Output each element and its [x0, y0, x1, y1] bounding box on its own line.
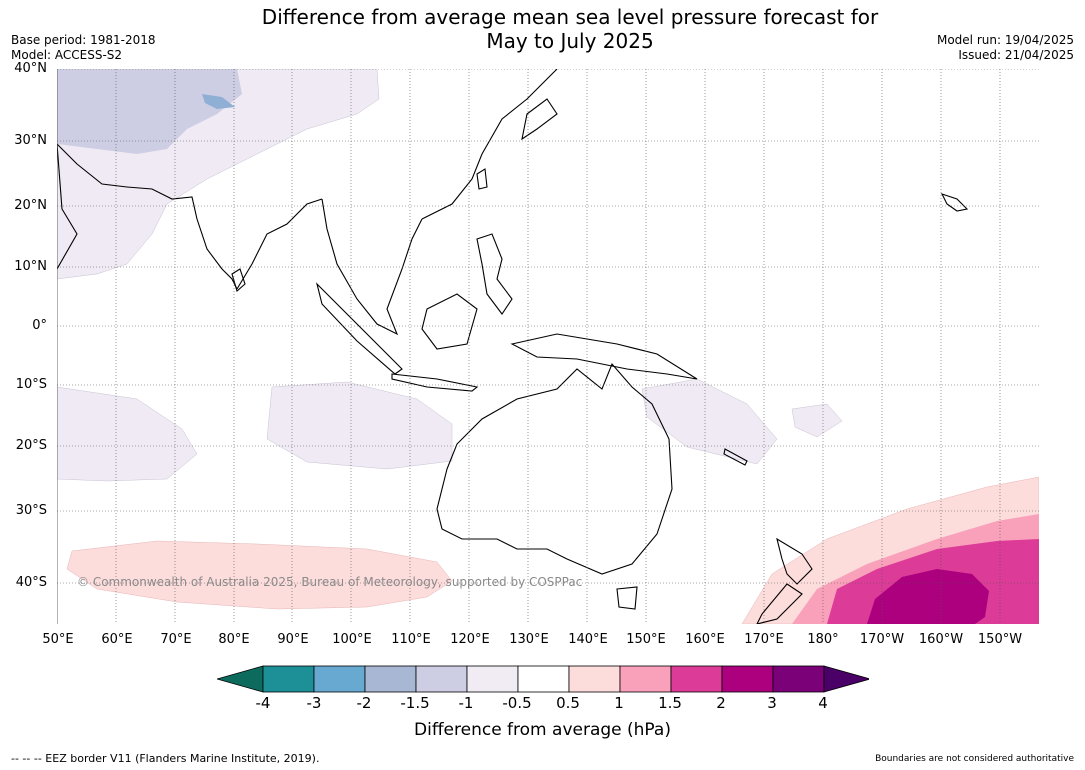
- colorbar: [217, 665, 869, 693]
- issued-date: Issued: 21/04/2025: [958, 48, 1074, 62]
- coast-new-zealand-south: [756, 583, 803, 624]
- boundaries-disclaimer: Boundaries are not considered authoritat…: [875, 754, 1074, 764]
- colorbar-tick: 1: [614, 694, 624, 712]
- lon-label: 90°E: [277, 632, 309, 647]
- coastlines: [57, 69, 969, 624]
- coast-hawaii: [940, 193, 969, 212]
- coast-southeast-asia: [321, 198, 423, 336]
- lon-label: 60°E: [101, 632, 133, 647]
- colorbar-tick: 0.5: [556, 694, 580, 712]
- lon-label: 70°E: [160, 632, 192, 647]
- colorbar-cell: [568, 665, 621, 693]
- colorbar-cell: [772, 665, 825, 693]
- coast-sumatra: [315, 282, 403, 375]
- colorbar-cell: [262, 665, 315, 693]
- colorbar-tick: 4: [818, 694, 828, 712]
- lon-label: 150°E: [626, 632, 666, 647]
- anomaly-negative-2-himalaya: [202, 94, 235, 109]
- lat-label-40n: 40°N: [14, 61, 47, 76]
- colorbar-cell: [466, 665, 519, 693]
- colorbar-tick: 3: [767, 694, 777, 712]
- lon-label: 130°E: [509, 632, 549, 647]
- lon-label: 50°E: [42, 632, 74, 647]
- coast-india-east: [236, 198, 323, 290]
- title-line-2: May to July 2025: [486, 29, 654, 53]
- colorbar-extend-high: [823, 665, 869, 693]
- lon-label: 80°E: [218, 632, 250, 647]
- coast-arabia-west: [57, 143, 78, 270]
- anomaly-negative-1-pacific: [791, 403, 843, 438]
- coast-china: [421, 69, 558, 220]
- chart-title: Difference from average mean sea level p…: [220, 5, 920, 53]
- coast-sri-lanka: [231, 268, 246, 292]
- lat-label-20s: 20°S: [15, 438, 47, 453]
- lat-label-20n: 20°N: [14, 198, 47, 213]
- base-period: Base period: 1981-2018: [11, 33, 156, 47]
- colorbar-extend-low: [217, 665, 264, 693]
- anomaly-positive-0p5-southern-ocean: [66, 540, 453, 610]
- colorbar-tick: 2: [716, 694, 726, 712]
- lat-label-0: 0°: [32, 318, 47, 333]
- anomaly-negative-1p5-asia: [57, 69, 242, 154]
- graticule: [57, 69, 1039, 624]
- copyright-notice: © Commonwealth of Australia 2025, Bureau…: [77, 575, 583, 589]
- lat-label-10s: 10°S: [15, 377, 47, 392]
- colorbar-tick: -4: [255, 694, 271, 712]
- coast-japan: [521, 98, 558, 141]
- meta-right: Model run: 19/04/2025 Issued: 21/04/2025: [937, 33, 1074, 63]
- coast-australia: [436, 362, 673, 575]
- lon-label: 120°E: [450, 632, 490, 647]
- colorbar-tick: 1.5: [658, 694, 682, 712]
- colorbar-label: Difference from average (hPa): [414, 720, 671, 740]
- lon-label: 180°: [807, 632, 839, 647]
- colorbar-cell: [517, 665, 570, 693]
- lon-label: 170°E: [744, 632, 784, 647]
- lon-label: 160°E: [685, 632, 725, 647]
- colorbar-cells: [217, 665, 869, 693]
- anomaly-negative-1-west-indian: [57, 386, 198, 482]
- model-run: Model run: 19/04/2025: [936, 33, 1074, 47]
- coast-arabia-india: [57, 143, 238, 290]
- title-line-1: Difference from average mean sea level p…: [261, 5, 879, 29]
- coast-tasmania: [616, 586, 638, 610]
- colorbar-cell: [619, 665, 672, 693]
- lon-label: 170°W: [859, 632, 905, 647]
- coast-new-caledonia: [723, 448, 748, 466]
- colorbar-tick: -0.5: [502, 694, 532, 712]
- lat-label-30s: 30°S: [15, 503, 47, 518]
- coast-borneo: [421, 293, 478, 350]
- lat-label-10n: 10°N: [14, 259, 47, 274]
- coast-philippines: [476, 233, 513, 315]
- anomaly-negative-1-coral-sea: [641, 378, 778, 465]
- meta-left: Base period: 1981-2018 Model: ACCESS-S2: [11, 33, 156, 63]
- colorbar-cell: [364, 665, 417, 693]
- lat-label-30n: 30°N: [14, 133, 47, 148]
- colorbar-cell: [670, 665, 723, 693]
- colorbar-tick: -2: [356, 694, 372, 712]
- coast-taiwan: [476, 168, 488, 190]
- colorbar-tick: -3: [306, 694, 322, 712]
- colorbar-tick: -1.5: [400, 694, 430, 712]
- colorbar-cell: [313, 665, 366, 693]
- coast-new-zealand-north: [776, 537, 813, 585]
- lon-label: 140°E: [568, 632, 608, 647]
- lon-label: 110°E: [391, 632, 431, 647]
- pressure-anomaly-map: [57, 69, 1039, 624]
- colorbar-cell: [415, 665, 468, 693]
- colorbar-cell: [721, 665, 774, 693]
- model-name: Model: ACCESS-S2: [11, 48, 123, 62]
- colorbar-tick: -1: [458, 694, 474, 712]
- lon-label: 150°W: [977, 632, 1023, 647]
- eez-legend: -- -- -- EEZ border V11 (Flanders Marine…: [11, 752, 320, 765]
- coast-java: [391, 373, 479, 392]
- lat-label-40s: 40°S: [15, 575, 47, 590]
- lon-label: 160°W: [918, 632, 964, 647]
- lon-label: 100°E: [332, 632, 372, 647]
- anomaly-negative-1-central-indian: [266, 381, 453, 470]
